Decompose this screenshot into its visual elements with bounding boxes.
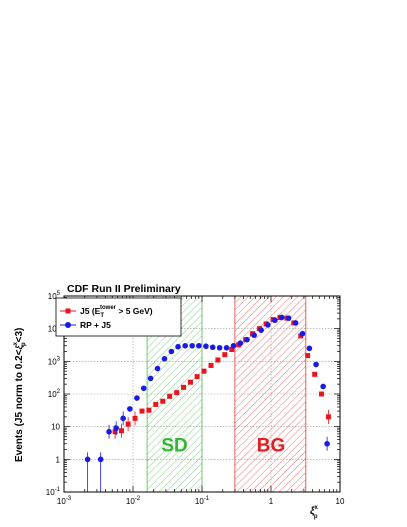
x-tick-label: 10-3 — [57, 496, 72, 506]
legend-entry-j5: J5 (ETtower > 5 GeV) — [60, 305, 153, 319]
data-point-rp-j5 — [189, 342, 195, 349]
data-point-j5 — [215, 357, 221, 363]
data-point-j5 — [194, 374, 200, 380]
data-point-rp-j5 — [244, 336, 250, 343]
y-tick-label: 10-1 — [46, 487, 61, 497]
data-point-rp-j5 — [320, 383, 326, 390]
data-point-rp-j5 — [272, 317, 278, 324]
data-point-j5 — [208, 362, 214, 368]
data-point-rp-j5 — [154, 365, 161, 372]
x-tick-label: 1 — [269, 497, 274, 506]
data-point-rp-j5 — [265, 322, 271, 328]
data-point-j5 — [325, 414, 331, 420]
data-point-j5 — [153, 401, 159, 407]
data-point-rp-j5 — [223, 344, 230, 351]
data-point-j5 — [146, 407, 152, 413]
data-point-rp-j5 — [285, 315, 292, 321]
data-point-rp-j5 — [168, 348, 175, 355]
series-layer — [84, 314, 331, 492]
band-outline-bg — [234, 296, 307, 492]
y-axis-label: Events (J5 norm to 0.2<ξx p<3) — [13, 328, 27, 462]
x-tick-label: 10-1 — [195, 496, 210, 506]
data-point-rp-j5 — [306, 345, 313, 352]
y-tick-label: 102 — [48, 389, 61, 399]
data-point-rp-j5 — [209, 344, 216, 351]
data-point-j5 — [312, 371, 318, 377]
data-point-rp-j5 — [196, 342, 202, 349]
data-point-rp-j5 — [230, 342, 237, 349]
legend-box — [55, 297, 182, 337]
data-point-j5 — [139, 408, 145, 414]
legend: J5 (ETtower > 5 GeV) RP + J5 — [55, 297, 182, 337]
data-point-j5 — [132, 415, 138, 421]
data-point-rp-j5 — [251, 332, 257, 339]
annotations-layer: SD BG — [161, 436, 285, 457]
data-point-j5 — [125, 421, 131, 427]
legend-j5-label: J5 (ETtower > 5 GeV) — [80, 305, 153, 319]
data-point-rp-j5 — [258, 327, 264, 333]
data-point-j5 — [187, 379, 193, 385]
chart-title: CDF Run II Preliminary — [67, 283, 181, 295]
data-point-rp-j5 — [120, 415, 126, 422]
data-point-rp-j5 — [127, 406, 133, 412]
x-axis-label: ξx p — [310, 505, 319, 520]
data-point-rp-j5 — [216, 344, 223, 351]
data-point-j5 — [201, 368, 207, 374]
data-point-rp-j5 — [113, 425, 119, 431]
data-point-rp-j5 — [278, 314, 285, 321]
data-point-rp-j5 — [84, 456, 91, 463]
data-point-j5 — [174, 390, 180, 396]
data-point-j5 — [112, 429, 118, 435]
y-tick-label: 1 — [56, 455, 61, 464]
y-tick-label: 103 — [48, 356, 61, 366]
data-point-j5 — [222, 352, 228, 358]
data-point-rp-j5 — [147, 375, 154, 382]
band-bg — [234, 296, 306, 492]
data-point-rp-j5 — [292, 320, 299, 326]
annotation-sd: SD — [161, 436, 187, 457]
data-point-rp-j5 — [324, 440, 330, 447]
data-point-rp-j5 — [106, 428, 112, 435]
data-point-j5 — [181, 384, 187, 390]
annotation-bg: BG — [257, 436, 286, 457]
data-point-j5 — [305, 353, 311, 359]
x-tick-label: 10-2 — [126, 496, 141, 506]
data-point-rp-j5 — [140, 385, 147, 392]
x-tick-label: 10 — [336, 497, 345, 506]
data-point-j5 — [167, 393, 173, 399]
legend-j5-marker — [65, 308, 71, 314]
data-point-j5 — [229, 347, 235, 353]
grid-layer — [64, 296, 340, 492]
data-point-rp-j5 — [237, 340, 244, 346]
y-tick-label: 10 — [51, 423, 60, 432]
data-point-j5 — [160, 398, 166, 404]
legend-rp-marker — [65, 322, 71, 328]
data-point-rp-j5 — [175, 343, 181, 350]
data-point-rp-j5 — [313, 361, 319, 368]
data-point-rp-j5 — [97, 456, 104, 463]
data-point-rp-j5 — [182, 342, 188, 349]
data-point-j5 — [319, 391, 325, 397]
data-point-rp-j5 — [299, 330, 306, 337]
data-point-rp-j5 — [134, 395, 140, 401]
data-point-rp-j5 — [203, 343, 209, 350]
legend-rp-label: RP + J5 — [80, 320, 111, 330]
data-point-rp-j5 — [161, 355, 168, 362]
data-point-j5 — [118, 428, 124, 434]
y-tick-label: 105 — [48, 291, 61, 301]
legend-entry-rp-j5: RP + J5 — [60, 320, 111, 330]
